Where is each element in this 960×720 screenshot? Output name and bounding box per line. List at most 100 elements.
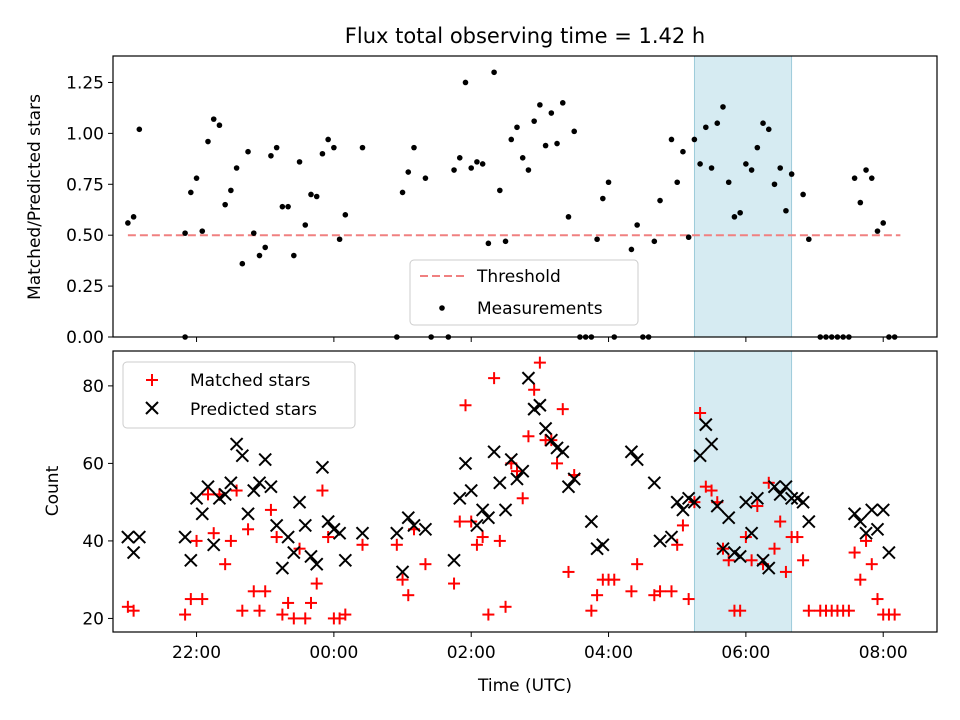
measurement-point — [714, 120, 721, 126]
predicted-star-marker — [773, 487, 787, 502]
predicted-star-marker — [453, 491, 467, 505]
measurement-point — [239, 260, 246, 267]
y-tick-label: 0.50 — [66, 226, 104, 246]
measurement-point — [193, 175, 200, 181]
matched-star-marker — [184, 593, 197, 606]
measurement-point — [720, 104, 726, 110]
highlight-span-rect — [693, 55, 793, 338]
matched-star-marker — [774, 515, 787, 528]
measurement-point — [708, 165, 715, 171]
predicted-star-marker — [178, 530, 192, 544]
x-axis-label: Time (UTC) — [477, 676, 572, 696]
top-axes-frame — [112, 55, 938, 338]
measurement-point — [325, 136, 331, 143]
predicted-star-marker — [493, 476, 507, 490]
top-legend-box — [409, 259, 639, 326]
y-tick-label: 1.25 — [66, 73, 104, 93]
predicted-star-marker — [533, 398, 547, 412]
matched-star-marker — [871, 593, 884, 606]
measurement-point — [313, 193, 320, 200]
measurement-point — [634, 222, 640, 228]
measurement-point — [874, 228, 881, 234]
matched-star-marker — [488, 372, 501, 385]
measurement-point — [210, 116, 217, 122]
matched-star-marker — [585, 604, 598, 617]
predicted-star-marker — [538, 421, 553, 436]
predicted-star-marker — [710, 499, 724, 513]
measurement-point — [399, 189, 406, 196]
measurement-point — [130, 214, 137, 220]
measurement-point — [806, 236, 812, 243]
y-tick-label: 40 — [82, 532, 104, 552]
measurement-point — [359, 144, 366, 151]
measurement-point — [531, 118, 537, 124]
measurement-point — [519, 155, 526, 161]
measurement-point — [296, 159, 303, 165]
measurement-point — [514, 124, 520, 131]
matched-star-marker — [276, 608, 289, 621]
matched-star-marker — [499, 600, 512, 613]
measurement-point — [502, 238, 509, 245]
measurement-point — [468, 165, 475, 171]
measurement-point — [474, 159, 480, 165]
predicted-star-marker — [847, 507, 862, 521]
predicted-star-marker — [870, 522, 885, 536]
matched-star-marker — [310, 577, 323, 590]
predicted-star-marker — [699, 417, 713, 432]
measurement-point — [205, 138, 211, 145]
predicted-star-marker — [750, 491, 765, 505]
matched-star-marker — [854, 573, 867, 586]
predicted-star-marker — [201, 479, 215, 494]
measurement-point — [771, 181, 778, 188]
measurement-point — [291, 252, 297, 259]
matched-star-marker — [190, 534, 203, 547]
measurement-point — [342, 212, 349, 218]
predicted-star-marker — [224, 476, 238, 490]
legend-matched-label: Matched stars — [190, 371, 310, 391]
measurement-point — [565, 214, 572, 220]
matched-star-marker — [608, 573, 621, 586]
bottom-legend-box — [122, 361, 356, 429]
x-tick-label: 00:00 — [309, 643, 358, 663]
predicted-star-marker — [281, 530, 295, 544]
measurement-point — [668, 136, 675, 143]
predicted-star-marker — [390, 526, 404, 540]
matched-star-marker — [722, 554, 735, 567]
predicted-star-marker — [739, 495, 753, 509]
measurement-point — [851, 175, 858, 181]
predicted-star-marker — [321, 514, 335, 529]
measurement-point — [537, 102, 543, 108]
measurement-point — [605, 179, 612, 186]
measurement-point — [760, 120, 766, 126]
predicted-star-marker — [693, 448, 707, 463]
x-tick-label: 06:00 — [721, 643, 770, 663]
matched-star-marker — [304, 596, 317, 609]
predicted-star-marker — [779, 479, 793, 494]
predicted-star-marker — [498, 503, 513, 517]
matched-star-marker — [591, 589, 604, 602]
measurement-point — [285, 203, 291, 210]
measurement-point — [857, 199, 864, 206]
legend-threshold-label: Threshold — [476, 267, 561, 287]
measurement-point — [743, 161, 749, 167]
measurement-point — [788, 171, 795, 177]
measurement-point — [863, 167, 869, 173]
matched-star-marker — [322, 531, 335, 544]
matched-star-marker — [196, 593, 209, 606]
matched-star-marker — [676, 519, 689, 532]
predicted-star-marker — [338, 553, 353, 568]
predicted-star-marker — [722, 510, 736, 525]
matched-star-marker — [224, 534, 237, 547]
top-y-axis: 0.00 0.25 0.50 0.75 1.00 1.25 — [66, 73, 113, 348]
predicted-star-marker — [481, 510, 496, 525]
matched-star-marker — [768, 542, 781, 555]
predicted-star-marker — [292, 495, 307, 509]
predicted-star-marker — [401, 510, 415, 525]
y-tick-label: 0.75 — [66, 175, 104, 195]
predicted-star-marker — [664, 530, 679, 544]
measurement-point — [559, 100, 566, 106]
predicted-star-marker — [212, 491, 227, 505]
matched-star-marker — [299, 612, 312, 625]
